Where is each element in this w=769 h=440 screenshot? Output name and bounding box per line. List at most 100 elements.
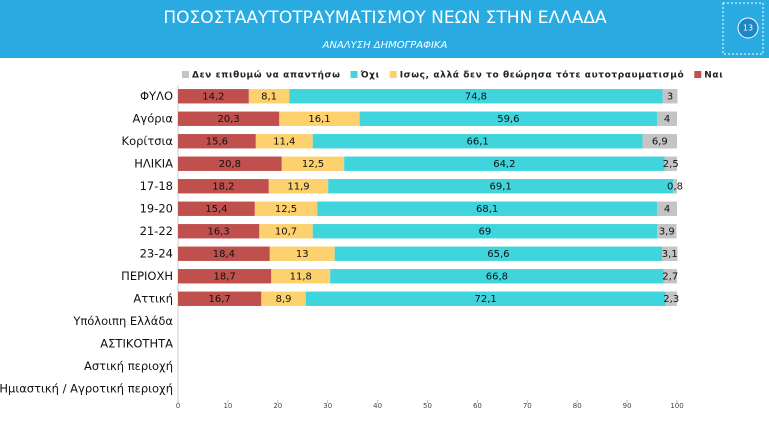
value-label: 18,2 [212, 181, 234, 192]
value-label: 11,8 [290, 271, 312, 282]
bar-segment [662, 246, 678, 261]
bar-segment [268, 179, 329, 194]
value-label: 18,7 [214, 271, 236, 282]
bar-segment [178, 111, 280, 126]
y-tick-label: 17-18 [140, 179, 173, 193]
value-label: 13 [296, 249, 309, 260]
bar-segment [328, 179, 674, 194]
x-tick-label: 40 [373, 402, 382, 410]
bar-segment [178, 156, 282, 171]
value-label: 6,9 [652, 136, 668, 147]
value-label: 16,7 [209, 294, 231, 305]
x-tick-label: 10 [223, 402, 232, 410]
value-label: 68,1 [476, 204, 498, 215]
bar-segment [657, 111, 677, 126]
bar-segment [178, 89, 249, 104]
bar-segment [330, 269, 664, 284]
bar-segment [255, 134, 313, 149]
y-tick-label: Αστική περιοχή [84, 359, 173, 373]
legend-swatch [389, 71, 397, 78]
legend-swatch [182, 71, 189, 78]
value-label: 11,9 [287, 181, 309, 192]
x-tick-label: 30 [323, 402, 332, 410]
y-tick-label: ΦΥΛΟ [140, 89, 173, 103]
bar-segment [178, 224, 260, 239]
bar-segment [178, 269, 272, 284]
bar-segment [334, 246, 663, 261]
x-tick-label: 80 [573, 402, 582, 410]
x-tick-label: 60 [473, 402, 482, 410]
value-label: 3,1 [662, 249, 678, 260]
bar-segment [178, 291, 262, 306]
y-tick-label: Κορίτσια [122, 134, 174, 148]
bar-segment [261, 291, 306, 306]
legend-label: Ναι [704, 71, 723, 81]
page-number-badge [737, 17, 759, 39]
bar-segment [642, 134, 677, 149]
bar-segment [664, 156, 677, 171]
bar-segment [254, 201, 318, 216]
bar-segment [305, 291, 666, 306]
page-number-box [722, 2, 764, 55]
value-label: 66,1 [467, 136, 489, 147]
bar-segment [359, 111, 658, 126]
value-label: 2,5 [663, 159, 679, 170]
y-tick-label: 23-24 [140, 246, 173, 260]
bar-segment [178, 134, 256, 149]
value-label: 74,8 [465, 91, 487, 102]
value-label: 8,1 [261, 91, 277, 102]
bar-segment [657, 201, 677, 216]
bar-segment [281, 156, 345, 171]
bar-segment [312, 224, 658, 239]
bar-segment [271, 269, 331, 284]
legend-label: Δεν επιθυμώ να απαντήσω [192, 70, 341, 81]
value-label: 66,8 [486, 271, 508, 282]
value-label: 16,3 [208, 226, 230, 237]
value-label: 14,2 [202, 91, 224, 102]
value-label: 20,8 [219, 159, 241, 170]
bar-segment [248, 89, 290, 104]
value-label: 15,4 [205, 204, 227, 215]
value-label: 20,3 [218, 114, 240, 125]
value-label: 10,7 [275, 226, 297, 237]
x-tick-label: 70 [523, 402, 532, 410]
bar-segment [657, 224, 677, 239]
value-label: 3,9 [659, 226, 675, 237]
y-tick-label: ΠΕΡΙΟΧΗ [121, 269, 173, 283]
value-label: 12,5 [302, 159, 324, 170]
bar-segment [178, 246, 270, 261]
bar-segment [178, 201, 255, 216]
value-label: 18,4 [213, 249, 235, 260]
value-label: 69,1 [489, 181, 511, 192]
legend-swatch [694, 71, 702, 78]
y-tick-label: ΗΛΙΚΙΑ [134, 156, 173, 170]
subtitle: ΑΝΑΛΥΣΗ ΔΗΜΟΓΡΑΦΙΚΑ [322, 40, 448, 51]
value-label: 12,5 [275, 204, 297, 215]
header-band [0, 0, 769, 58]
bar-segment [663, 269, 677, 284]
x-tick-label: 100 [670, 402, 683, 410]
value-label: 3 [667, 91, 673, 102]
value-label: 2,3 [663, 294, 679, 305]
value-label: 4 [664, 114, 670, 125]
value-label: 69 [479, 226, 492, 237]
legend-swatch [350, 71, 358, 78]
bar-segment [178, 179, 269, 194]
y-tick-label: Ημιαστική / Αγροτική περιοχή [0, 381, 173, 395]
value-label: 59,6 [497, 114, 519, 125]
y-tick-label: Αττική [133, 291, 173, 305]
page-number: 13 [743, 24, 753, 33]
value-label: 64,2 [493, 159, 515, 170]
bar-segment [269, 246, 335, 261]
value-label: 72,1 [475, 294, 497, 305]
x-tick-label: 50 [423, 402, 432, 410]
x-tick-label: 20 [273, 402, 282, 410]
y-tick-label: Αγόρια [133, 111, 174, 125]
y-tick-label: Υπόλοιπη Ελλάδα [72, 314, 173, 328]
title: ΠΟΣΟΣΤΑΑΥΤΟΤΡΑΥΜΑΤΙΣΜΟΥ ΝΕΩΝ ΣΤΗΝ ΕΛΛΑΔΑ [163, 8, 607, 28]
y-tick-label: 19-20 [140, 201, 173, 215]
bar-segment [289, 89, 663, 104]
bar-segment [344, 156, 665, 171]
